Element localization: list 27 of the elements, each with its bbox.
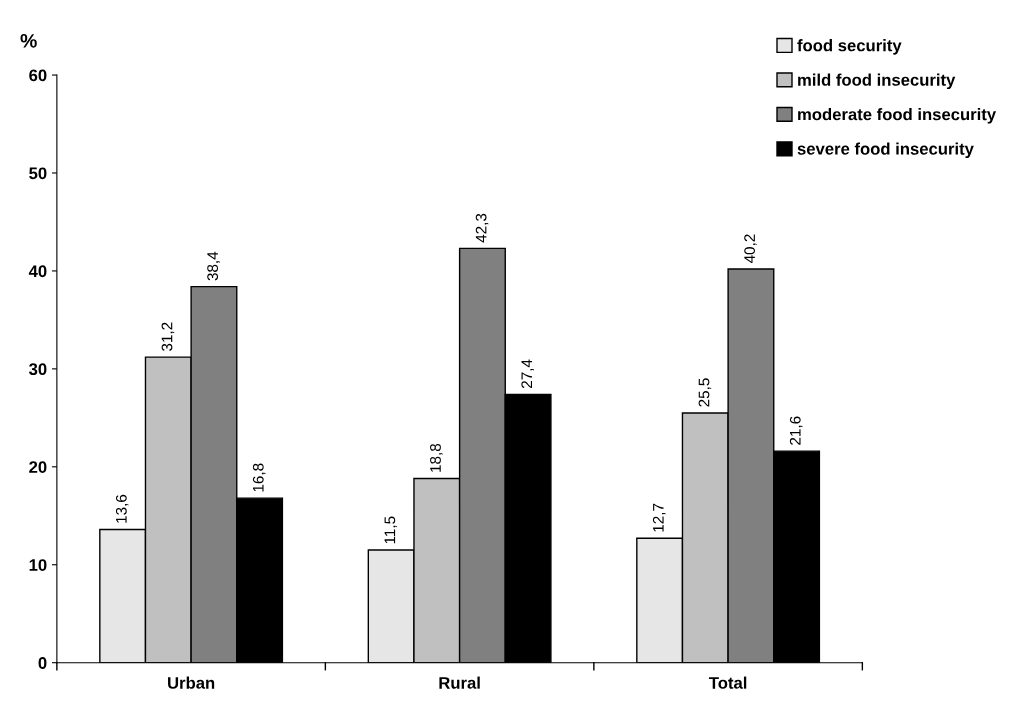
data-label: 12,7 bbox=[652, 503, 666, 532]
data-label: 16,8 bbox=[252, 463, 266, 492]
x-tick-label: Total bbox=[709, 676, 747, 689]
y-tick-label: 40 bbox=[28, 265, 47, 278]
data-label: 21,6 bbox=[789, 416, 803, 445]
y-tick-label: 20 bbox=[29, 461, 47, 474]
data-label: 42,3 bbox=[475, 213, 489, 243]
legend-label: mild food insecurity bbox=[798, 73, 956, 90]
data-label: 18,8 bbox=[430, 443, 443, 472]
data-label: 31,2 bbox=[161, 322, 175, 351]
data-label: 25,5 bbox=[698, 378, 712, 407]
data-label: 38,4 bbox=[207, 251, 220, 281]
data-label: 13,6 bbox=[115, 494, 129, 523]
x-tick-label: Urban bbox=[168, 676, 215, 689]
x-tick-label: Rural bbox=[439, 676, 480, 689]
y-tick-label: 0 bbox=[38, 657, 47, 669]
data-label: 11,5 bbox=[384, 516, 398, 544]
legend-label: moderate food insecurity bbox=[798, 108, 997, 124]
legend-label: severe food insecurity bbox=[797, 142, 974, 159]
y-tick-label: 30 bbox=[28, 363, 47, 376]
data-label: 40,2 bbox=[744, 234, 757, 264]
y-tick-label: 60 bbox=[29, 69, 47, 82]
legend-label: food security bbox=[797, 39, 902, 55]
y-tick-label: 50 bbox=[29, 167, 47, 180]
data-label: 27,4 bbox=[521, 359, 534, 389]
y-tick-label: 10 bbox=[29, 559, 47, 571]
y-axis-title: % bbox=[20, 33, 37, 48]
